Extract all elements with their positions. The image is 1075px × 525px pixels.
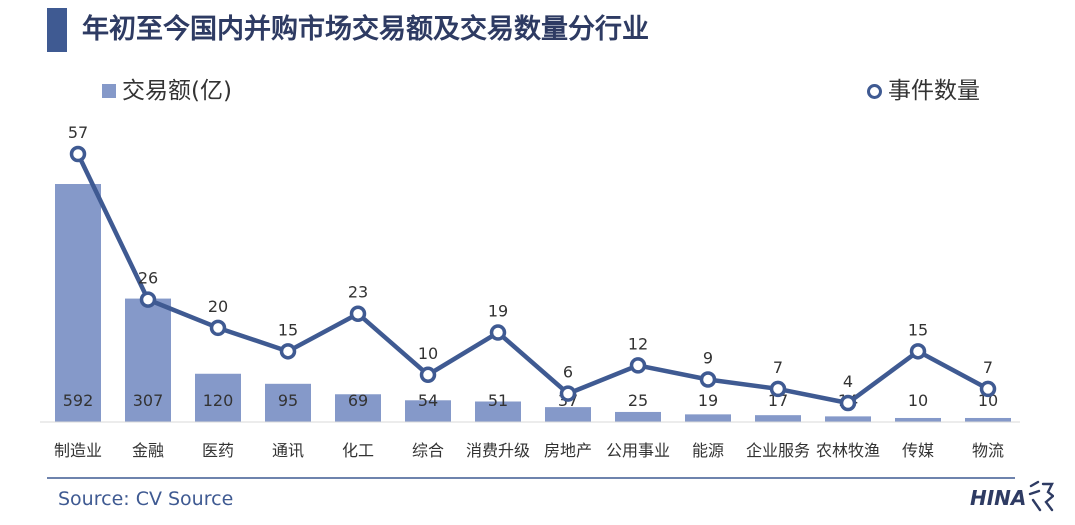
count-point-0 xyxy=(69,145,87,163)
count-point-11 xyxy=(839,394,857,412)
count-value-label-1: 26 xyxy=(138,269,158,288)
count-value-label-5: 10 xyxy=(418,344,438,363)
legend-bar-label: 交易额(亿) xyxy=(122,78,232,104)
bar-10 xyxy=(755,415,801,422)
count-point-10 xyxy=(769,380,787,398)
count-point-12 xyxy=(909,343,927,360)
legend-line-label: 事件数量 xyxy=(888,78,980,104)
count-value-label-6: 19 xyxy=(488,302,508,321)
bar-value-label-9: 19 xyxy=(698,391,718,410)
bar-9 xyxy=(685,414,731,422)
category-label-9: 能源 xyxy=(692,441,724,460)
bar-11 xyxy=(825,416,871,422)
count-point-1 xyxy=(139,291,157,308)
count-point-5 xyxy=(419,366,437,384)
count-point-8 xyxy=(629,357,647,374)
category-label-6: 消费升级 xyxy=(466,441,530,460)
count-value-label-11: 4 xyxy=(843,372,853,391)
bar-value-label-12: 10 xyxy=(908,391,928,410)
category-label-0: 制造业 xyxy=(54,441,102,460)
count-value-label-10: 7 xyxy=(773,358,783,377)
category-label-8: 公用事业 xyxy=(606,441,670,460)
bar-value-label-3: 95 xyxy=(278,391,298,410)
count-value-label-3: 15 xyxy=(278,320,298,339)
category-label-10: 企业服务 xyxy=(746,441,810,460)
bar-4 xyxy=(335,394,381,422)
category-label-3: 通讯 xyxy=(272,441,304,460)
count-point-13 xyxy=(979,380,997,398)
count-point-3 xyxy=(279,343,297,360)
count-value-label-2: 20 xyxy=(208,297,228,316)
count-line xyxy=(75,153,990,406)
count-point-2 xyxy=(209,319,227,337)
count-value-label-0: 57 xyxy=(68,123,88,142)
count-point-9 xyxy=(699,371,717,388)
brand-logo-text: HINA xyxy=(970,486,1027,510)
bar-1 xyxy=(125,298,171,422)
bar-3 xyxy=(265,383,311,422)
bar-value-label-8: 25 xyxy=(628,391,648,410)
category-label-2: 医药 xyxy=(202,441,234,460)
count-point-7 xyxy=(559,385,577,402)
category-label-5: 综合 xyxy=(412,441,444,460)
category-label-4: 化工 xyxy=(342,441,374,460)
count-point-6 xyxy=(489,324,507,341)
brand-seal-icon xyxy=(1028,480,1054,512)
bar-value-label-10: 17 xyxy=(768,391,788,410)
category-label-1: 金融 xyxy=(132,441,164,460)
bar-8 xyxy=(615,411,661,422)
bar-6 xyxy=(475,401,521,422)
bar-12 xyxy=(895,417,941,422)
bar-value-label-4: 69 xyxy=(348,391,368,410)
legend-line-swatch xyxy=(867,84,882,99)
category-label-11: 农林牧渔 xyxy=(816,441,880,460)
bar-value-label-2: 120 xyxy=(203,391,234,410)
category-label-7: 房地产 xyxy=(544,441,592,460)
bar-0 xyxy=(55,184,101,422)
chart-title: 年初至今国内并购市场交易额及交易数量分行业 xyxy=(82,14,649,45)
bar-7 xyxy=(545,407,591,422)
count-value-label-8: 12 xyxy=(628,334,648,353)
count-point-4 xyxy=(349,305,367,322)
bar-value-label-13: 10 xyxy=(978,391,998,410)
count-value-label-13: 7 xyxy=(983,358,993,377)
source-note: Source: CV Source xyxy=(58,488,234,510)
bar-13 xyxy=(965,417,1011,422)
title-accent-bar xyxy=(47,8,67,52)
category-label-13: 物流 xyxy=(972,441,1004,460)
bar-value-label-5: 54 xyxy=(418,391,438,410)
bar-value-label-1: 307 xyxy=(133,391,164,410)
count-value-label-12: 15 xyxy=(908,320,928,339)
count-value-label-9: 9 xyxy=(703,349,713,368)
bar-2 xyxy=(195,373,241,422)
count-value-label-7: 6 xyxy=(563,363,573,382)
bar-5 xyxy=(405,400,451,422)
bar-value-label-6: 51 xyxy=(488,391,508,410)
legend-bar-swatch xyxy=(102,84,116,98)
bar-value-label-0: 592 xyxy=(63,391,94,410)
category-label-12: 传媒 xyxy=(902,441,934,460)
count-value-label-4: 23 xyxy=(348,283,368,302)
